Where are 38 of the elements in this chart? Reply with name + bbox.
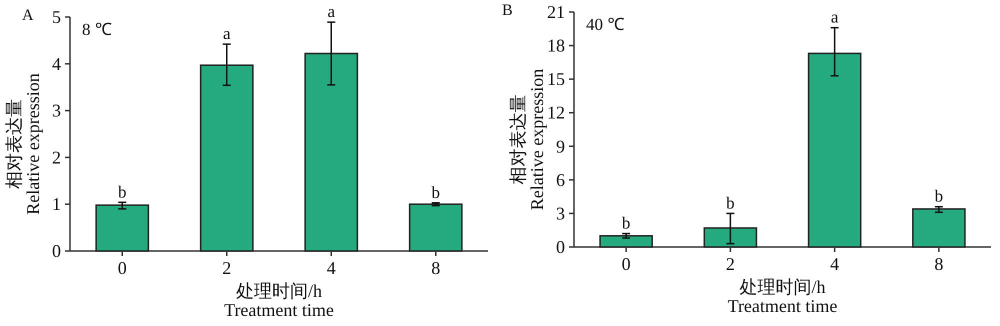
x-tick-label: 8 <box>934 254 944 274</box>
x-tick-label: 8 <box>431 258 440 278</box>
x-tick-label: 2 <box>726 254 735 274</box>
x-axis-title: 处理时间/h Treatment time <box>224 281 334 320</box>
y-tick-label: 3 <box>52 100 61 121</box>
annotation: 8 ℃ <box>82 20 112 39</box>
y-tick-label: 0 <box>556 237 565 257</box>
annotation: b <box>726 193 735 212</box>
annotation: a <box>327 2 336 22</box>
y-tick-label: 6 <box>556 170 565 190</box>
y-tick-label: 5 <box>52 7 61 27</box>
y-axis-title: 相对表达量 Relative expression <box>4 73 43 215</box>
x-tick-label: 0 <box>622 254 631 274</box>
y-tick-label: 9 <box>556 136 565 156</box>
x-axis-title: 处理时间/h Treatment time <box>728 277 838 316</box>
annotation: b <box>622 214 630 233</box>
x-tick-label: 4 <box>326 258 336 278</box>
y-tick-label: 1 <box>52 194 61 214</box>
annotation: 40 ℃ <box>586 15 624 34</box>
y-tick-label: 0 <box>52 241 61 261</box>
annotation: b <box>118 182 126 202</box>
annotation: a <box>222 24 231 44</box>
annotation: b <box>432 182 440 202</box>
x-tick-label: 2 <box>222 258 232 278</box>
y-tick-label: 2 <box>52 147 61 168</box>
y-tick-label: 3 <box>556 203 565 224</box>
annotation: a <box>830 8 839 27</box>
y-tick-label: 21 <box>547 2 565 22</box>
y-axis-title: 相对表达量 Relative expression <box>508 68 547 210</box>
y-tick-label: 18 <box>547 36 565 56</box>
chart-title: B <box>502 2 513 19</box>
annotation: b <box>934 186 944 206</box>
chart-title: A <box>22 7 34 24</box>
x-tick-label: 0 <box>118 258 127 278</box>
y-tick-label: 15 <box>547 69 565 90</box>
y-tick-label: 4 <box>52 54 61 74</box>
x-tick-label: 4 <box>830 254 840 274</box>
y-tick-label: 12 <box>547 102 565 123</box>
